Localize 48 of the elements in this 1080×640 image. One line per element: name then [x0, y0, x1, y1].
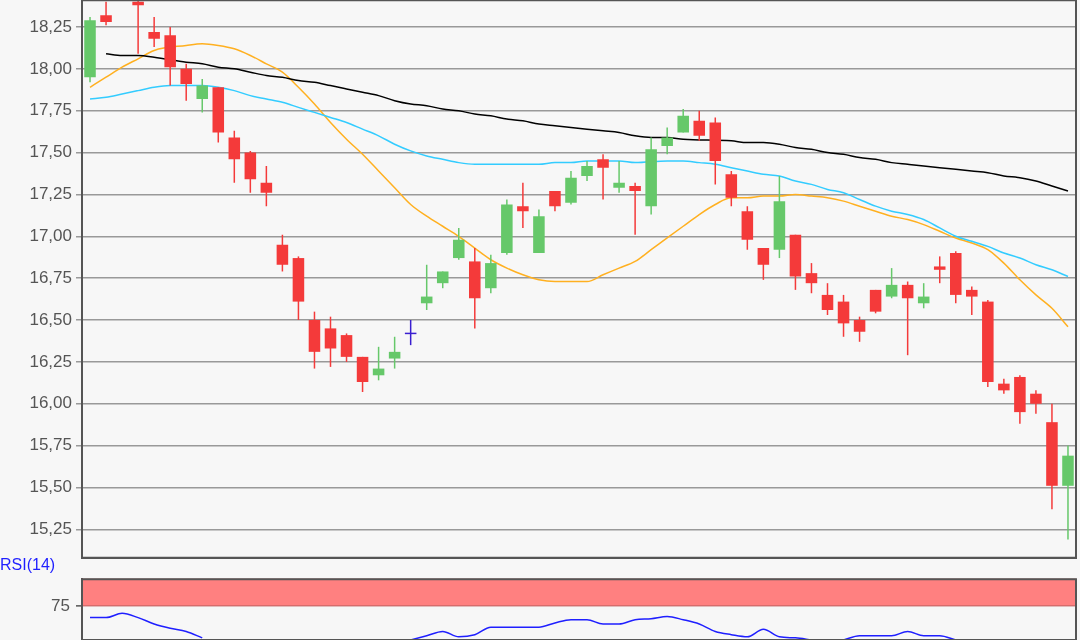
y-tick-label: 18,00 [29, 58, 72, 78]
candlestick [629, 181, 641, 236]
y-tick-label: 15,50 [29, 477, 72, 497]
candlestick [821, 282, 834, 316]
candlestick [837, 294, 850, 338]
candlestick [260, 165, 273, 207]
chart-title: RSI(14) [0, 556, 56, 574]
candlestick [340, 332, 353, 363]
candlestick [853, 315, 866, 343]
y-tick-label: 15,75 [29, 435, 72, 455]
y-tick-label: 17,00 [29, 225, 72, 245]
candlestick [388, 336, 401, 370]
candlestick [933, 255, 946, 284]
candlestick [324, 315, 337, 368]
candlestick [725, 170, 738, 207]
candlestick [885, 267, 898, 300]
line-series [105, 53, 1069, 192]
candlestick [805, 262, 818, 294]
candlestick [757, 247, 770, 281]
y-tick-label: 16,00 [29, 393, 72, 413]
candlestick [693, 109, 706, 142]
y-tick-label: 15,25 [29, 519, 72, 539]
candlestick [597, 153, 609, 201]
candlestick [148, 16, 160, 48]
candlestick [276, 233, 289, 273]
candlestick [661, 126, 673, 155]
candlestick [100, 1, 112, 27]
y-tick-label: 17,50 [29, 142, 72, 162]
candlestick [228, 130, 241, 184]
candlestick [180, 63, 192, 102]
candlestick [452, 227, 465, 261]
y-tick-label: 16,25 [29, 351, 72, 371]
candlestick [517, 181, 529, 229]
line-series [89, 42, 1069, 328]
candlestick [132, 0, 144, 55]
candlestick [1030, 389, 1042, 415]
candlestick [613, 160, 625, 194]
candlestick [196, 78, 209, 114]
candlestick [549, 190, 561, 212]
y-tick-label: 18,25 [29, 16, 72, 36]
candlestick [581, 160, 593, 182]
y-tick-label: 17,25 [29, 184, 72, 204]
y-tick-label: 17,75 [29, 100, 72, 120]
candlestick [966, 285, 978, 316]
y-tick-label: 16,50 [29, 309, 72, 329]
y-tick-label: 16,75 [29, 267, 72, 287]
text: 75 [51, 595, 70, 615]
candlestick [901, 280, 914, 356]
